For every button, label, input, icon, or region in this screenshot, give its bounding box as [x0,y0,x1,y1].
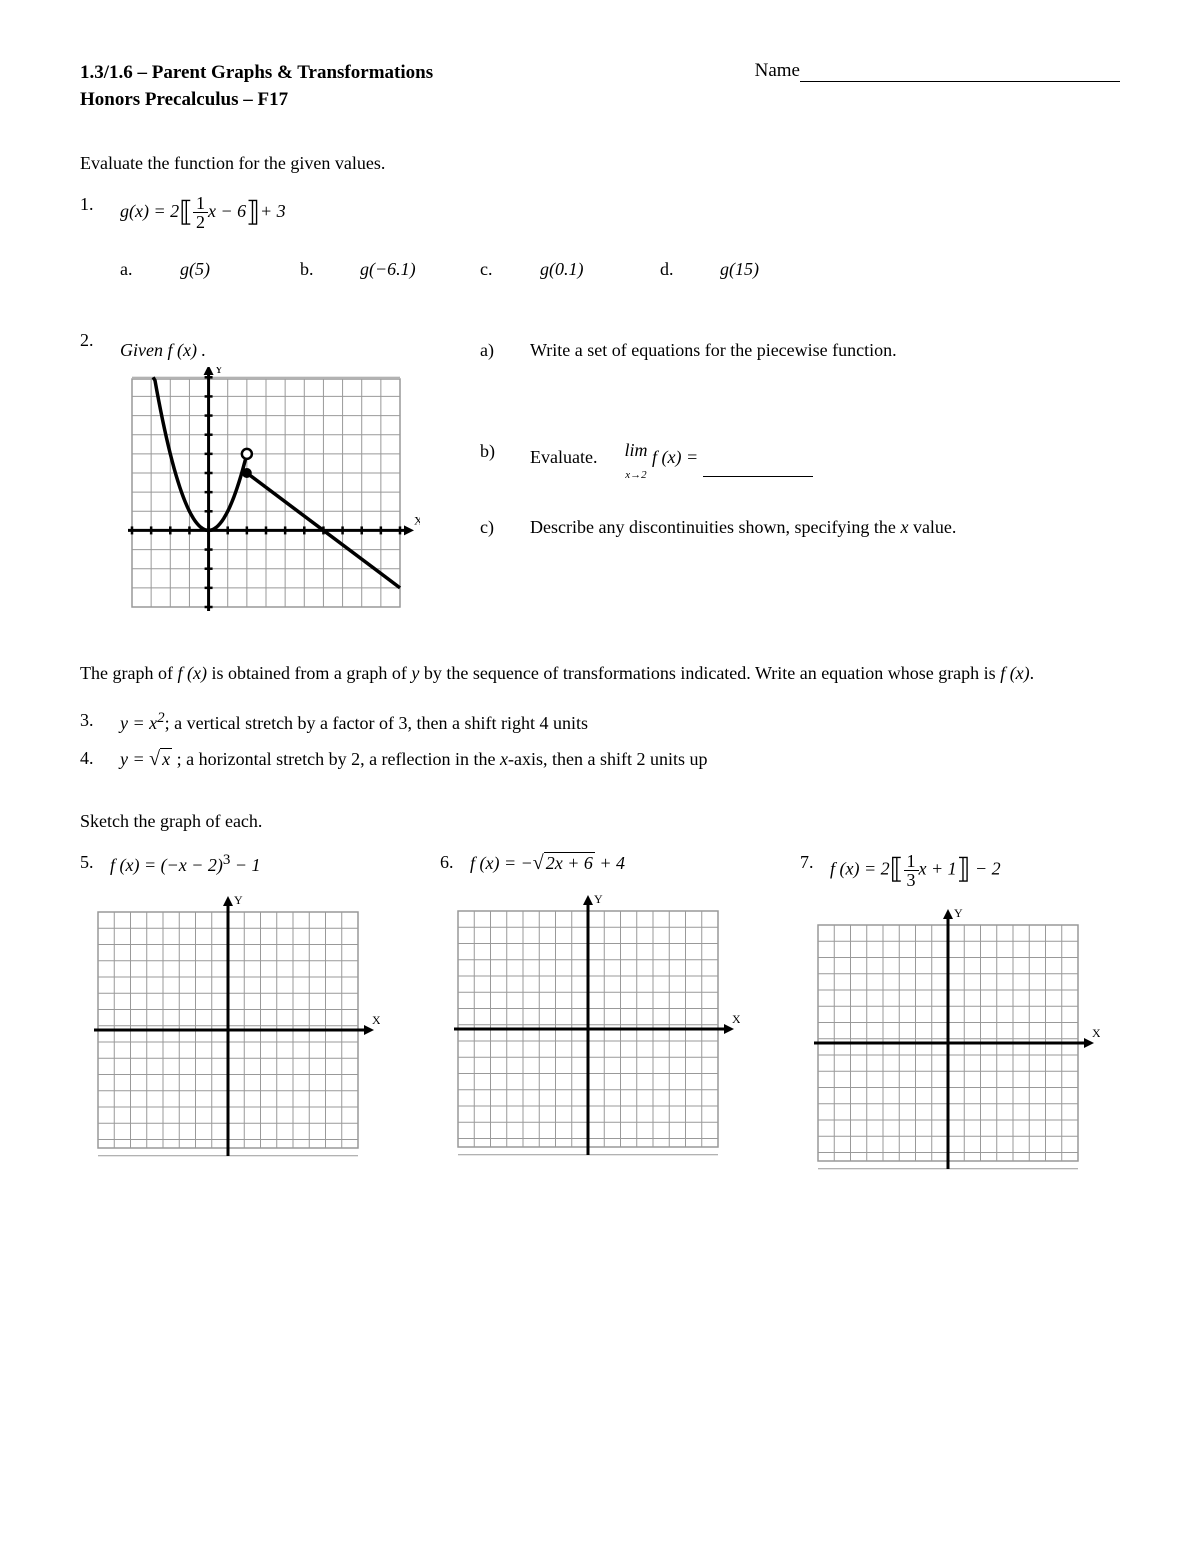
problem-number: 3. [80,710,120,731]
svg-text:Y: Y [215,367,224,376]
svg-text:Y: Y [954,906,963,920]
svg-text:Y: Y [234,893,243,907]
q2-b-blank[interactable] [703,476,813,477]
sketch-row: 5. f (x) = (−x − 2)3 − 1 XY 6. f (x) = −… [80,852,1120,1179]
name-field: Name [755,60,1120,82]
q1-b: b.g(−6.1) [300,259,460,280]
q2-part-a: a) Write a set of equations for the piec… [480,340,1120,361]
floor-open-icon: ⟦ [179,199,193,227]
problem-number: 4. [80,748,120,769]
q2-given: Given f (x) . [120,340,420,361]
q5-equation: f (x) = (−x − 2)3 − 1 [110,852,261,876]
q7-blank-grid: XY [800,899,1100,1179]
problem-7: 7. f (x) = 2⟦13x + 1⟧ − 2 XY [800,852,1120,1179]
svg-text:X: X [372,1013,380,1027]
q1-a: a.g(5) [120,259,280,280]
problem-1: 1. g(x) = 2⟦12x − 6⟧+ 3 a.g(5) b.g(−6.1)… [80,194,1120,280]
problem-2: 2. Given f (x) . XY a) Write a set of eq… [80,330,1120,627]
q7-equation: f (x) = 2⟦13x + 1⟧ − 2 [830,852,1001,889]
floor-close-icon: ⟧ [246,199,260,227]
problem-number: 7. [800,852,830,889]
name-label: Name [755,60,800,81]
problem-number: 5. [80,852,110,876]
problem-body: Given f (x) . XY a) Write a set of equat… [120,330,1120,627]
q2-right-column: a) Write a set of equations for the piec… [480,340,1120,627]
problem-body: y = √x ; a horizontal stretch by 2, a re… [120,748,1120,771]
q6-blank-grid: XY [440,885,740,1165]
problem-body: g(x) = 2⟦12x − 6⟧+ 3 a.g(5) b.g(−6.1) c.… [120,194,1120,280]
instruction-sketch: Sketch the graph of each. [80,811,1120,832]
svg-text:X: X [1092,1026,1100,1040]
title-line-1: 1.3/1.6 – Parent Graphs & Transformation… [80,60,433,87]
floor-open-icon: ⟦ [890,856,904,884]
q2-piecewise-graph: XY [120,367,420,627]
problem-number: 2. [80,330,120,351]
q1-d: d.g(15) [660,259,820,280]
q2-part-b: b) Evaluate. limx→2 f (x) = [480,441,1120,477]
problem-3: 3. y = x2; a vertical stretch by a facto… [80,710,1120,734]
problem-number: 6. [440,852,470,875]
q6-equation: f (x) = −√2x + 6 + 4 [470,852,625,875]
problem-4: 4. y = √x ; a horizontal stretch by 2, a… [80,748,1120,771]
worksheet-header: 1.3/1.6 – Parent Graphs & Transformation… [80,60,1120,113]
title-line-2: Honors Precalculus – F17 [80,87,433,114]
q5-blank-grid: XY [80,886,380,1166]
name-blank[interactable] [800,81,1120,82]
svg-text:X: X [732,1012,740,1026]
q1-c: c.g(0.1) [480,259,640,280]
floor-close-icon: ⟧ [957,856,971,884]
svg-text:X: X [414,514,420,528]
q2-left-column: Given f (x) . XY [120,340,420,627]
title-block: 1.3/1.6 – Parent Graphs & Transformation… [80,60,433,113]
svg-text:Y: Y [594,892,603,906]
q1-equation: g(x) = 2⟦12x − 6⟧+ 3 [120,201,286,221]
q1-subparts: a.g(5) b.g(−6.1) c.g(0.1) d.g(15) [120,259,1120,280]
q2-part-c: c) Describe any discontinuities shown, s… [480,517,1120,538]
problem-body: y = x2; a vertical stretch by a factor o… [120,710,1120,734]
instruction-transform: The graph of f (x) is obtained from a gr… [80,657,1120,689]
problem-number: 1. [80,194,120,215]
q2-limit: limx→2 f (x) = [624,447,702,467]
instruction-evaluate: Evaluate the function for the given valu… [80,153,1120,174]
problem-5: 5. f (x) = (−x − 2)3 − 1 XY [80,852,400,1179]
problem-6: 6. f (x) = −√2x + 6 + 4 XY [440,852,760,1179]
